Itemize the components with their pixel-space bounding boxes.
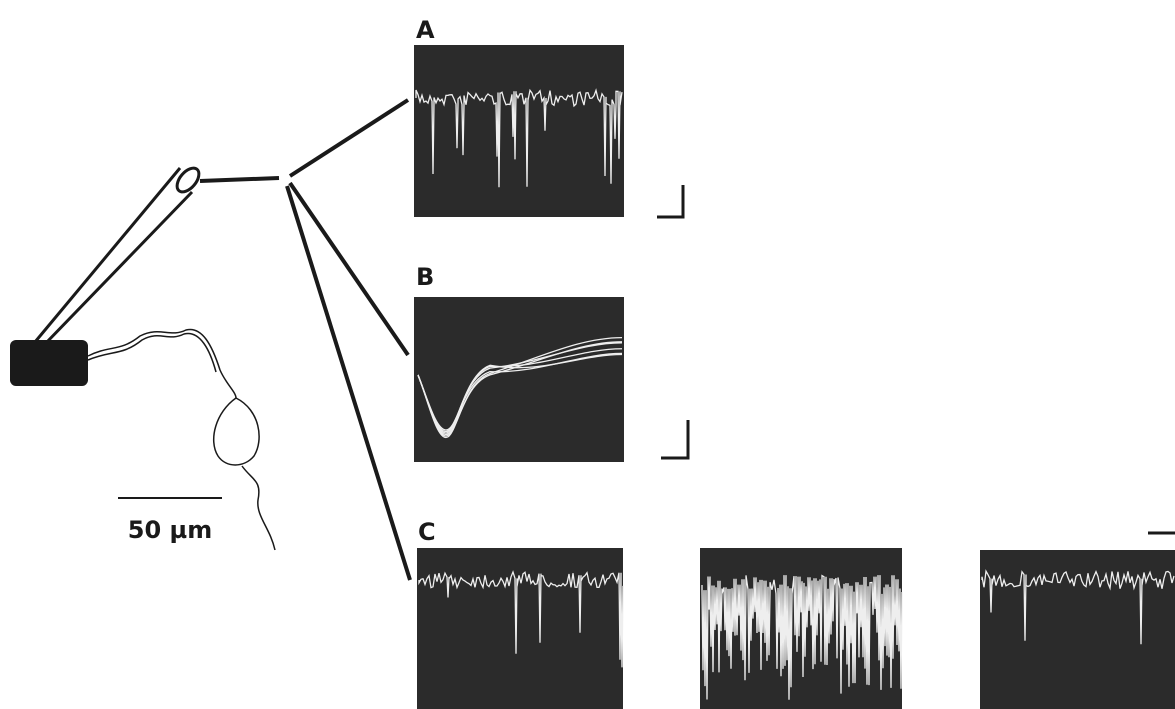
pipette-drawing xyxy=(10,100,410,580)
panel-label: A xyxy=(416,16,435,44)
panel-label: B xyxy=(416,263,434,291)
oscilloscope-panel xyxy=(417,548,623,709)
calibration-bar xyxy=(657,185,683,217)
calibration-bar xyxy=(661,420,688,458)
scale-bar-label: 50 µm xyxy=(128,516,212,544)
panel-label: C xyxy=(418,518,436,546)
oscilloscope-panel xyxy=(414,45,624,217)
figure: 50 µm A B C xyxy=(0,0,1175,709)
oscilloscope-panel xyxy=(980,550,1175,709)
